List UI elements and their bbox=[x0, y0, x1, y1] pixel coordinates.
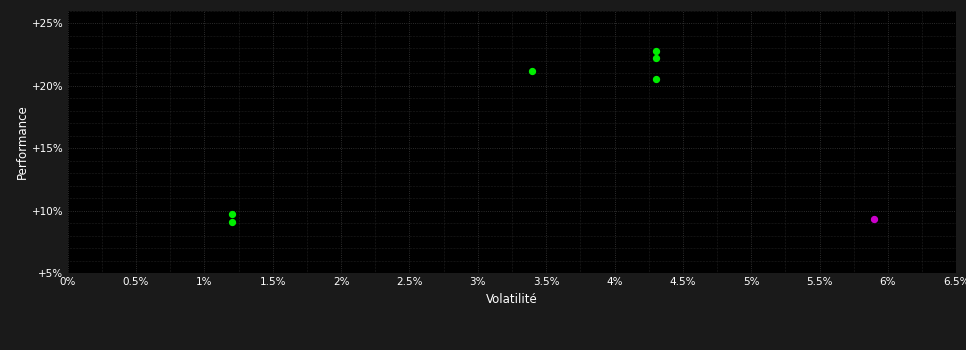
Point bbox=[867, 216, 882, 222]
Point bbox=[648, 76, 664, 82]
Point bbox=[648, 55, 664, 61]
Point bbox=[648, 48, 664, 53]
X-axis label: Volatilité: Volatilité bbox=[486, 293, 538, 306]
Y-axis label: Performance: Performance bbox=[15, 104, 29, 179]
Point bbox=[525, 68, 540, 73]
Point bbox=[224, 219, 240, 225]
Point bbox=[224, 211, 240, 217]
